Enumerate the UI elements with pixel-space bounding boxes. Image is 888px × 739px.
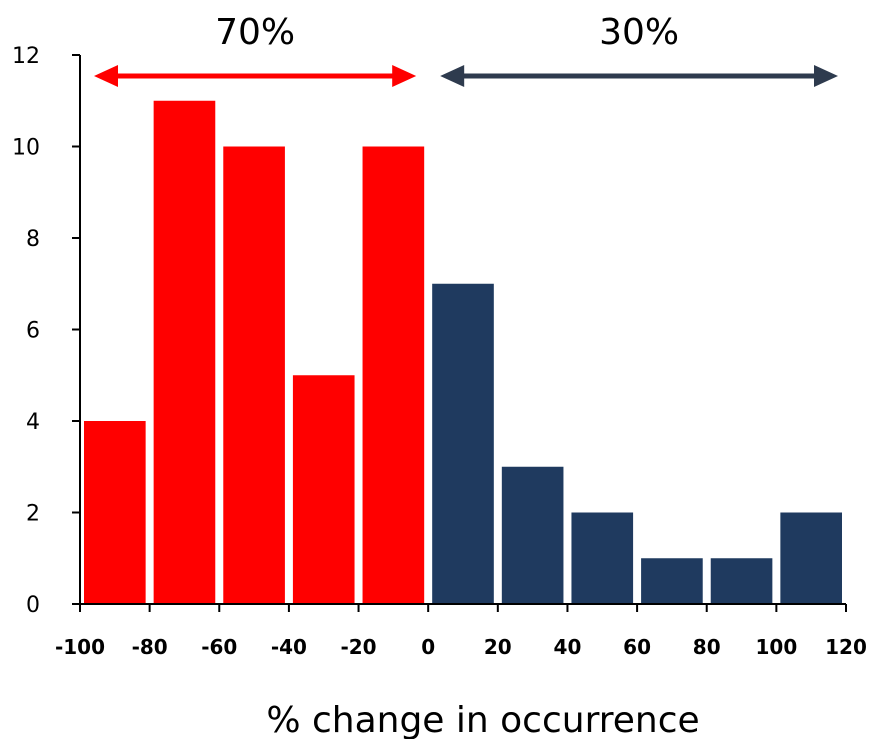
- histogram-bar: [501, 466, 564, 604]
- x-tick-label: -100: [55, 635, 105, 659]
- x-axis-title: % change in occurrence: [266, 700, 699, 739]
- bars-layer: [84, 100, 842, 604]
- histogram-bar: [710, 558, 773, 604]
- y-tick-label: 10: [12, 136, 40, 161]
- histogram-bar: [153, 100, 216, 604]
- axes-layer: 0 2 4 6 8 10 12 -100 -80 -60 -40 -20 0 20 40 60 80 100 120: [12, 44, 867, 659]
- x-tick-label: -80: [132, 635, 168, 659]
- histogram-bar: [362, 146, 425, 604]
- y-tick-label: 4: [26, 410, 40, 435]
- y-tick-label: 8: [26, 227, 40, 252]
- annotation-label: 30%: [599, 12, 679, 53]
- x-tick-label: 20: [484, 635, 512, 659]
- y-tick-label: 2: [26, 502, 40, 527]
- histogram-bar: [641, 558, 703, 604]
- y-tick-label: 0: [26, 593, 40, 618]
- annotation-label: 70%: [215, 12, 295, 53]
- annotation-arrowhead-left: [94, 65, 118, 87]
- y-tick-label: 12: [12, 44, 40, 69]
- x-tick-label: -60: [201, 635, 237, 659]
- histogram-bar: [84, 421, 146, 604]
- histogram-bar: [292, 375, 355, 604]
- x-tick-label: 100: [755, 635, 797, 659]
- histogram-bar: [223, 146, 285, 604]
- histogram-bar: [571, 512, 634, 604]
- x-tick-label: 60: [623, 635, 651, 659]
- annotation-layer: 70% 30%: [94, 12, 838, 87]
- x-tick-label: -40: [271, 635, 307, 659]
- x-tick-label: -20: [340, 635, 376, 659]
- annotation-arrowhead-left: [440, 65, 465, 87]
- annotation-arrowhead-right: [392, 65, 417, 87]
- histogram-bar: [780, 512, 842, 604]
- x-tick-label: 0: [421, 635, 435, 659]
- annotation-arrowhead-right: [814, 65, 838, 87]
- x-tick-label: 120: [825, 635, 867, 659]
- histogram-bar: [432, 283, 494, 604]
- x-tick-label: 40: [554, 635, 582, 659]
- y-tick-label: 6: [26, 319, 40, 344]
- x-tick-label: 80: [693, 635, 721, 659]
